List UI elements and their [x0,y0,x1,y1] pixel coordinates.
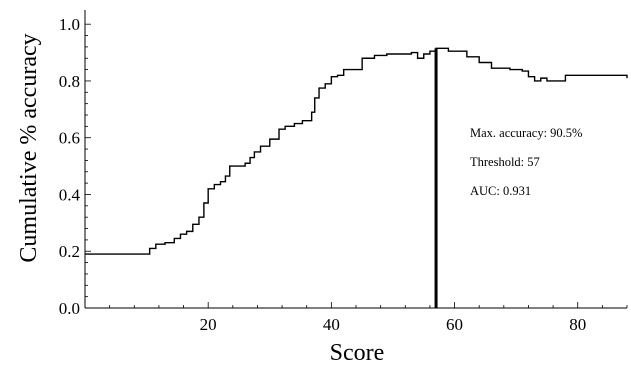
y-tick-label: 0.2 [59,242,80,261]
y-tick-label: 0.0 [59,299,80,318]
series-layer [85,47,628,255]
y-axis-label: Cumulative % accuracy [16,33,42,262]
x-tick-label: 40 [323,315,340,334]
accuracy-step-line [85,47,628,255]
x-tick-label: 20 [200,315,217,334]
y-tick-label: 0.8 [59,72,80,91]
annotation-text: AUC: 0.931 [470,184,531,198]
plot-frame [84,10,627,309]
annotation-text: Max. accuracy: 90.5% [470,126,582,140]
y-axis-ticks: 0.0 0.2 0.4 0.6 0.8 1.0 [59,15,91,318]
annotations: Max. accuracy: 90.5% Threshold: 57 AUC: 0.… [470,126,582,198]
annotation-text: Threshold: 57 [470,155,540,169]
y-tick-label: 0.6 [59,129,80,148]
y-tick-label: 0.4 [59,185,81,204]
x-axis-ticks: 20 40 60 80 [84,302,628,334]
x-tick-label: 60 [446,315,463,334]
x-tick-label: 80 [569,315,586,334]
x-axis-label: Score [330,340,385,365]
y-tick-label: 1.0 [59,15,80,34]
